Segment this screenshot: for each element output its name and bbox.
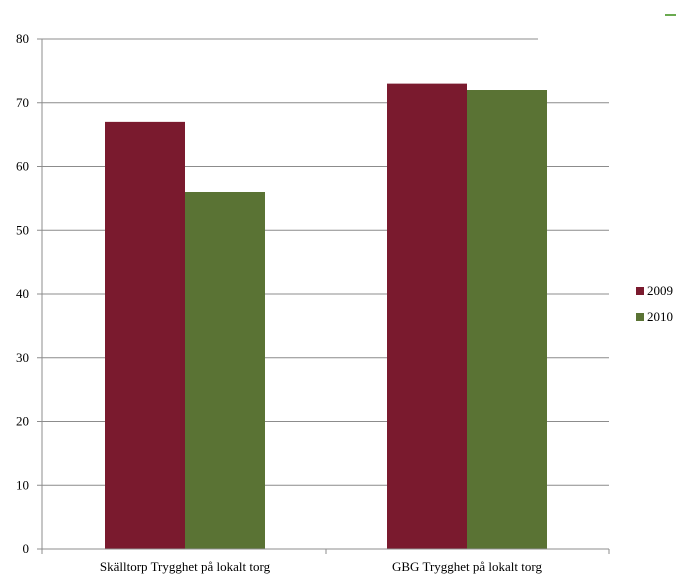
y-tick-label: 50 xyxy=(16,222,29,237)
y-tick-label: 30 xyxy=(16,350,29,365)
legend-stray-mark xyxy=(665,14,676,16)
x-category-label: Skälltorp Trygghet på lokalt torg xyxy=(100,559,271,574)
y-tick-label: 80 xyxy=(16,31,29,46)
bar-2009-1 xyxy=(105,121,185,549)
legend-label-2010: 2010 xyxy=(647,309,673,324)
bar-2010-2 xyxy=(467,90,547,549)
bar-2010-1 xyxy=(185,192,265,549)
legend-swatch-2009 xyxy=(636,287,644,295)
legend: 2009 2010 xyxy=(636,283,673,324)
axes: 0 10 20 30 40 50 60 70 80 Skälltorp Trygghet på l… xyxy=(16,31,610,574)
y-tick-label: 0 xyxy=(23,541,30,556)
y-tick-label: 20 xyxy=(16,414,29,429)
y-tick-label: 70 xyxy=(16,95,29,110)
legend-swatch-2010 xyxy=(636,313,644,321)
y-tick-label: 10 xyxy=(16,477,29,492)
y-tick-label: 40 xyxy=(16,286,29,301)
y-tick-label: 60 xyxy=(16,159,29,174)
legend-label-2009: 2009 xyxy=(647,283,673,298)
bar-2009-2 xyxy=(387,83,467,549)
x-category-label: GBG Trygghet på lokalt torg xyxy=(392,559,542,574)
bars xyxy=(105,83,547,549)
